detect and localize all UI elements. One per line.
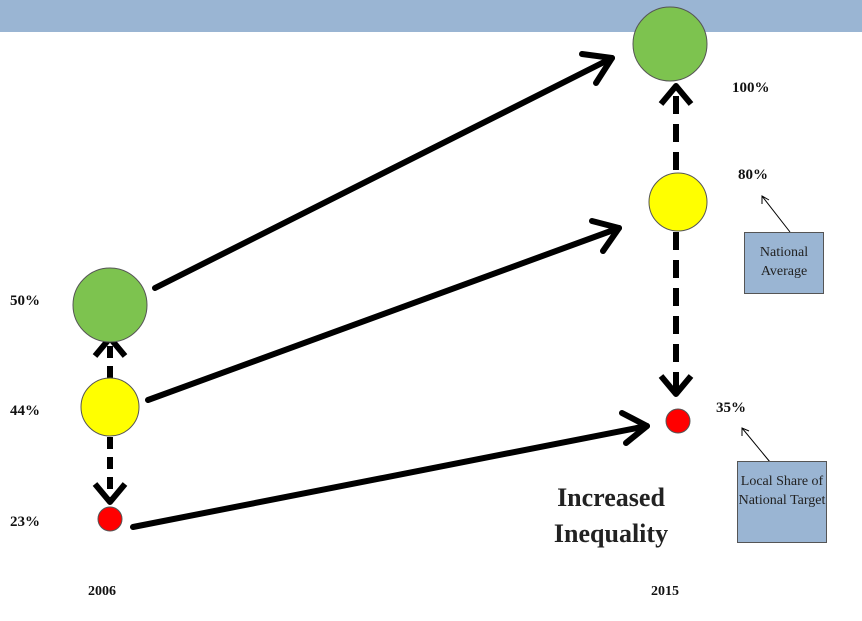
callout-arrows (741, 195, 791, 463)
dashed-arrowhead-2015-up (658, 83, 694, 106)
circle-yellow-2015 (648, 172, 708, 232)
circle-red-2015 (665, 408, 691, 434)
dashed-arrowhead-2015-down (658, 374, 694, 397)
callout-national-average (761, 195, 791, 233)
arrowhead-green-to-green (579, 51, 615, 86)
dashed-arrowhead-2006-down (92, 482, 128, 505)
circle-red-2006 (97, 506, 123, 532)
circle-yellow-2006 (80, 377, 140, 437)
dashed-arrows (92, 83, 694, 505)
headline-line-1: Increased (557, 483, 665, 512)
circle-green-2015 (632, 6, 708, 82)
arrow-yellow-to-yellow (145, 225, 622, 403)
top-band (0, 0, 862, 32)
value-red-2015: 35% (716, 400, 746, 416)
local-share-box: Local Share of National Target (737, 461, 827, 543)
headline-line-2: Inequality (553, 519, 669, 548)
arrow-green-to-green (152, 55, 615, 291)
national-average-box: National Average (744, 232, 824, 294)
value-green-2006: 50% (10, 293, 40, 309)
arrowhead-yellow-to-yellow (589, 218, 622, 254)
value-red-2006: 23% (10, 514, 40, 530)
value-yellow-2015: 80% (738, 167, 768, 183)
year-start: 2006 (88, 584, 116, 599)
headline: Increased Inequality (526, 480, 696, 552)
callout-national-average-head (761, 195, 770, 204)
year-end: 2015 (651, 584, 679, 599)
arrowhead-red-to-red (619, 410, 650, 446)
circle-green-2006 (72, 267, 148, 343)
arrow-red-to-red (130, 423, 650, 530)
solid-arrows (130, 51, 650, 530)
callout-local-share (741, 427, 771, 463)
value-green-2015: 100% (732, 80, 770, 96)
callout-local-share-head (741, 427, 750, 436)
value-yellow-2006: 44% (10, 403, 40, 419)
